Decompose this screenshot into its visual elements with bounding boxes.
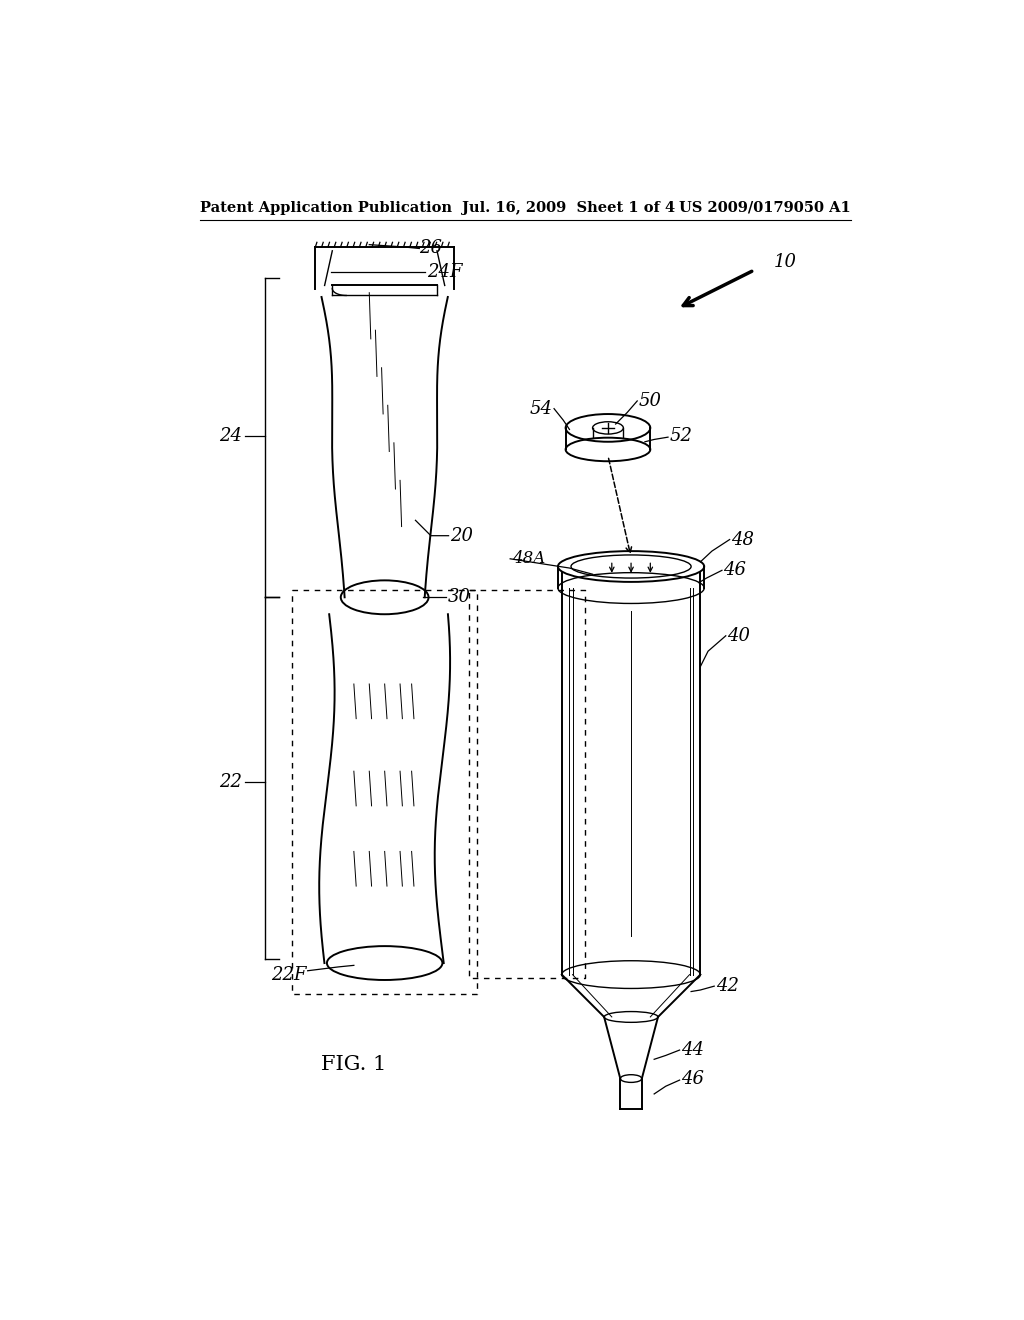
- Text: 42: 42: [716, 977, 738, 995]
- Text: Jul. 16, 2009  Sheet 1 of 4: Jul. 16, 2009 Sheet 1 of 4: [462, 201, 675, 215]
- Text: 10: 10: [773, 253, 797, 272]
- Text: 48A: 48A: [512, 550, 545, 568]
- Text: 24: 24: [219, 426, 243, 445]
- Text: 52: 52: [670, 426, 692, 445]
- Text: 54: 54: [529, 400, 553, 417]
- Text: 22F: 22F: [270, 966, 306, 983]
- Text: 20: 20: [451, 527, 473, 545]
- Text: Patent Application Publication: Patent Application Publication: [200, 201, 452, 215]
- Text: 22: 22: [219, 774, 243, 791]
- Text: 48: 48: [731, 531, 754, 549]
- Text: 26: 26: [419, 239, 442, 257]
- Text: 50: 50: [639, 392, 662, 411]
- Text: 46: 46: [724, 561, 746, 579]
- Text: 24F: 24F: [427, 264, 463, 281]
- Text: 46: 46: [681, 1069, 705, 1088]
- Text: 40: 40: [727, 627, 751, 644]
- Text: US 2009/0179050 A1: US 2009/0179050 A1: [679, 201, 851, 215]
- Text: 44: 44: [681, 1041, 705, 1059]
- Text: FIG. 1: FIG. 1: [322, 1056, 386, 1074]
- Text: 30: 30: [447, 589, 471, 606]
